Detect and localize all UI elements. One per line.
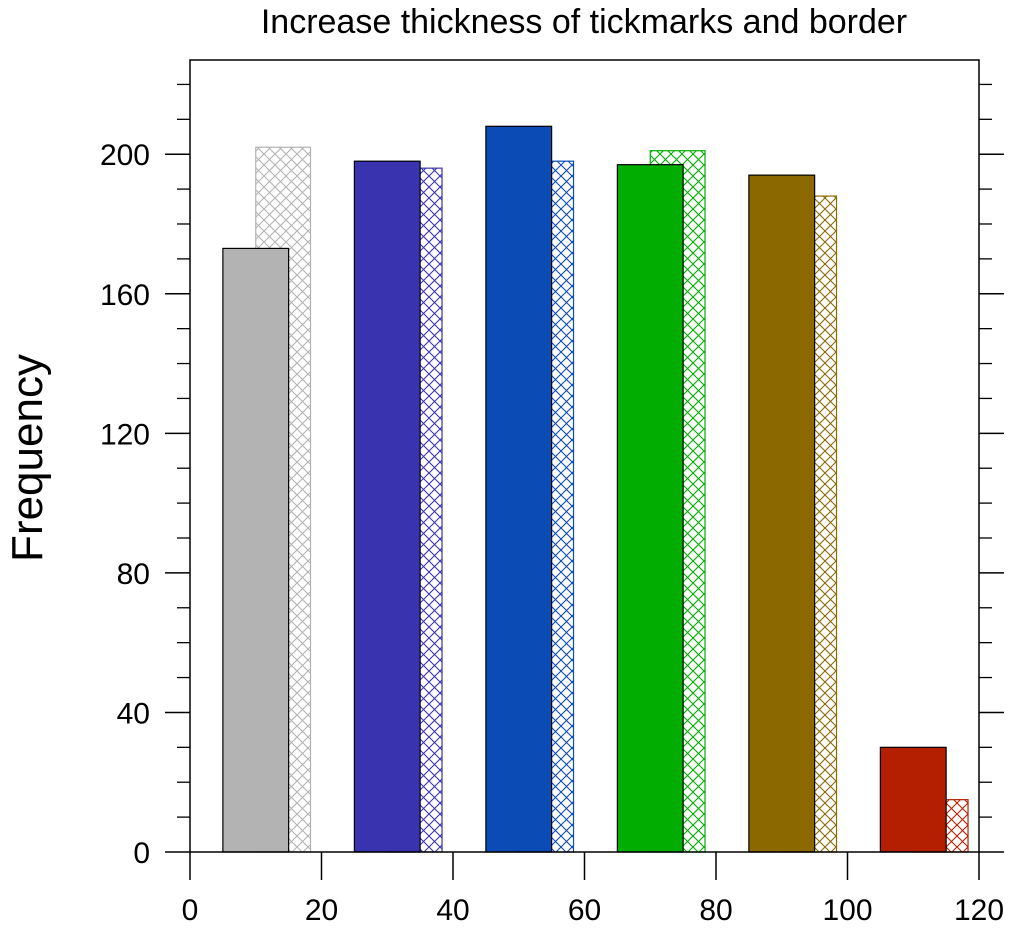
y-tick-label: 120 [100,418,150,451]
y-axis-label: Frequency [3,354,52,562]
y-tick-label: 80 [117,558,150,591]
y-tick-label: 200 [100,139,150,172]
y-tick-label: 0 [133,837,150,870]
x-tick-label: 80 [699,894,732,927]
x-tick-label: 20 [305,894,338,927]
solid-bar-5 [748,174,816,853]
solid-bar-2 [353,160,421,853]
x-tick-label: 0 [182,894,199,927]
solid-bar-6 [879,746,947,853]
y-tick-label: 160 [100,279,150,312]
x-tick-label: 120 [954,894,1004,927]
solid-bar-1 [222,247,290,853]
solid-bar-3 [485,125,553,853]
x-tick-label: 100 [822,894,872,927]
chart-title: Increase thickness of tickmarks and bord… [261,3,907,41]
axes-layer: 0 40 80 120 160 200 0 20 40 60 80 100 120 [100,59,1004,927]
y-tick-label: 40 [117,697,150,730]
x-tick-label: 40 [436,894,469,927]
bars-layer [222,125,969,853]
x-tick-label: 60 [568,894,601,927]
solid-bar-4 [616,164,684,853]
